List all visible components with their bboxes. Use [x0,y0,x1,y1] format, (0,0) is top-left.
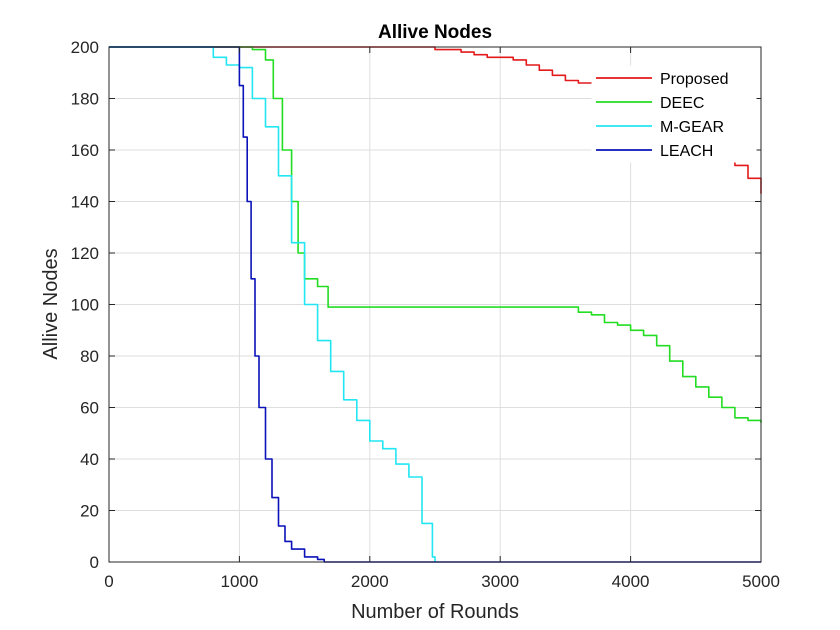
y-axis-label: Allive Nodes [40,248,62,359]
x-tick-label: 0 [104,572,113,591]
y-tick-label: 160 [71,141,99,160]
x-tick-label: 3000 [481,572,519,591]
ticks [108,46,762,563]
legend-entry-label: DEEC [660,95,704,112]
tick-labels: 0 1000 2000 3000 4000 5000 0 20 40 60 80 100 120 140 1… [71,38,780,591]
legend-box [591,65,757,163]
y-tick-label: 120 [71,244,99,263]
y-tick-label: 40 [80,450,99,469]
chart-title: Allive Nodes [378,22,492,43]
y-tick-label: 0 [90,553,99,572]
x-tick-label: 2000 [351,572,389,591]
y-tick-label: 20 [80,502,99,521]
legend-entry-label: M-GEAR [660,119,724,136]
x-tick-label: 1000 [220,572,258,591]
series-line-leach [109,46,761,563]
y-tick-label: 140 [71,193,99,212]
y-tick-label: 200 [71,38,99,57]
legend-entry-label: LEACH [660,143,713,160]
legend: Proposed DEEC M-GEAR LEACH [591,65,757,163]
y-tick-label: 80 [80,347,99,366]
series-layer [109,46,762,563]
grid [108,46,762,563]
x-axis-label: Number of Rounds [351,601,519,623]
y-tick-label: 180 [71,90,99,109]
y-tick-label: 100 [71,296,99,315]
series-line-deec [109,46,762,423]
x-tick-label: 5000 [742,572,780,591]
legend-entry-label: Proposed [660,71,729,88]
y-tick-label: 60 [80,399,99,418]
x-tick-label: 4000 [612,572,650,591]
